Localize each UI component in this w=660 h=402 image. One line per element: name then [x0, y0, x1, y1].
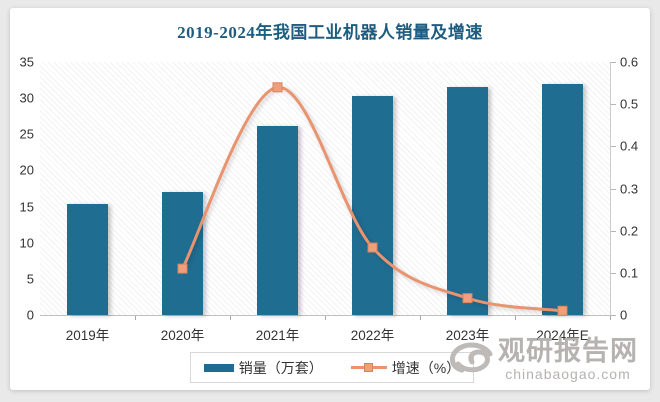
left-axis-tick-label: 5	[26, 271, 34, 287]
growth-marker	[462, 293, 473, 304]
growth-line-series	[177, 82, 568, 316]
right-axis-tick	[611, 62, 616, 63]
right-axis-tick-label: 0.3	[620, 181, 639, 196]
left-axis-tick-label: 10	[19, 235, 34, 251]
x-axis-category-label: 2024年E	[536, 328, 589, 343]
right-axis-tick	[611, 315, 616, 316]
x-axis-tick	[325, 316, 326, 320]
x-axis-tick	[515, 316, 516, 320]
legend-label-growth: 增速（%）	[391, 359, 461, 376]
left-axis-tick-label: 25	[19, 126, 34, 142]
legend-item-sales: 销量（万套）	[203, 358, 323, 378]
sales-bar-swatch-icon	[203, 363, 234, 372]
growth-marker	[272, 82, 283, 93]
right-axis-tick	[611, 272, 616, 274]
growth-marker	[367, 242, 378, 253]
x-axis-category-label: 2021年	[255, 328, 300, 343]
sales-bar	[162, 192, 203, 315]
right-axis-tick	[611, 146, 616, 148]
sales-bar	[352, 95, 393, 315]
growth-marker	[557, 305, 568, 316]
growth-line-swatch-icon	[350, 363, 387, 372]
x-axis-tick	[420, 316, 421, 320]
left-axis-tick-label: 0	[26, 307, 34, 323]
right-axis-tick-label: 0	[620, 307, 628, 323]
right-axis-tick-label: 0.4	[620, 138, 639, 154]
x-axis-tick	[230, 316, 231, 320]
sales-bar	[257, 126, 298, 315]
x-axis-category-label: 2022年	[350, 328, 395, 343]
right-axis-tick-label: 0.6	[620, 54, 639, 70]
chart-title: 2019-2024年我国工业机器人销量及增速	[177, 23, 483, 42]
x-axis-category-label: 2019年	[65, 328, 110, 343]
plot-area	[40, 62, 611, 316]
right-axis-tick	[611, 188, 616, 190]
left-axis-tick-label: 30	[19, 90, 34, 106]
growth-marker	[177, 263, 188, 274]
sales-bar	[447, 86, 488, 315]
right-axis-tick	[611, 104, 616, 106]
left-axis-tick-label: 15	[19, 199, 34, 215]
x-axis-category-label: 2023年	[445, 328, 490, 343]
sales-bar	[542, 83, 583, 315]
left-axis-tick-label: 35	[19, 54, 34, 70]
x-axis-tick	[135, 316, 136, 320]
sales-bar	[67, 204, 108, 315]
legend: 销量（万套） 增速（%）	[190, 352, 474, 383]
x-axis-tick	[610, 316, 611, 320]
legend-label-sales: 销量（万套）	[238, 359, 323, 376]
legend-item-growth: 增速（%）	[350, 358, 461, 378]
right-axis-tick-label: 0.2	[620, 223, 639, 239]
left-axis-tick-label: 20	[19, 162, 34, 178]
x-axis-category-label: 2020年	[160, 328, 205, 343]
right-axis-tick	[611, 230, 616, 232]
right-axis-tick-label: 0.1	[620, 265, 639, 281]
right-axis-tick-label: 0.5	[620, 96, 639, 112]
